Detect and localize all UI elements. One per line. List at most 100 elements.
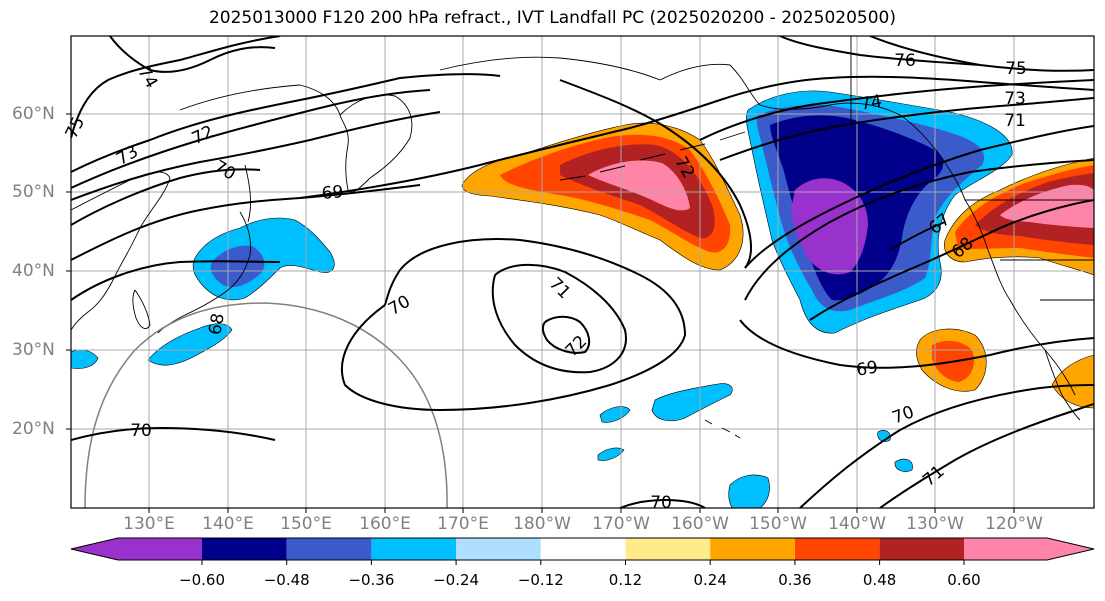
contour-line-74-nw	[109, 36, 276, 73]
contour-label-76-alaska: 76	[894, 51, 916, 71]
coastline-japan	[157, 211, 251, 334]
colorbar-high-extension	[964, 538, 1094, 560]
contour-line-73-w	[71, 73, 501, 173]
contour-line-69-japan	[71, 184, 421, 261]
contour-line-69-east	[739, 319, 1094, 369]
refractivity-contours	[71, 36, 1094, 508]
contour-line-70-east-south	[799, 384, 1094, 508]
contour-line-74-gulf	[699, 79, 1094, 141]
colorbar-tick-label: −0.48	[263, 571, 310, 589]
colorbar-swatch-3	[371, 538, 457, 560]
lon-label-150w: 150°W	[749, 514, 807, 534]
coastline-okhotsk	[179, 84, 341, 116]
lon-label-140w: 140°W	[828, 514, 886, 534]
contour-line-70-south	[619, 498, 706, 508]
coastline-aleutians	[559, 131, 746, 181]
contour-line-75-w	[71, 36, 281, 139]
colorbar-tick-label: 0.48	[862, 571, 897, 589]
negative-anomaly-hawaii-small-2	[597, 447, 625, 461]
colorbar-outline	[70, 537, 1095, 561]
contour-line-67-east	[889, 221, 946, 251]
lat-label-40n: 40°N	[12, 261, 55, 281]
contour-line-73-east	[719, 97, 1094, 161]
negative-anomaly-hawaii-small-1	[599, 406, 631, 423]
contour-line-68-east	[809, 199, 1094, 321]
lon-label-170w: 170°W	[592, 514, 650, 534]
coastline-hawaii	[704, 419, 741, 439]
colorbar-low-extension	[71, 538, 202, 560]
lon-label-160w: 160°W	[671, 514, 729, 534]
negative-anomaly-south-japan	[147, 323, 233, 366]
lon-label-140e: 140°E	[202, 514, 254, 534]
contour-line-72-w	[71, 89, 431, 189]
coastline-alaska	[659, 63, 966, 201]
colorbar-tick-label: −0.24	[433, 571, 480, 589]
contour-line-76-alaska	[779, 36, 981, 66]
contour-label-70-south: 70	[650, 493, 672, 513]
colorbar-swatch-7	[710, 538, 795, 560]
colorbar-tick-label: 0.24	[693, 571, 727, 589]
contour-label-68-japan: 68	[205, 312, 228, 337]
map-frame	[70, 35, 1095, 509]
colorbar-tick-label: −0.60	[179, 571, 225, 589]
lon-label-150e: 150°E	[280, 514, 332, 534]
colorbar-swatch-6	[625, 538, 711, 560]
contour-line-70-east	[744, 159, 1094, 301]
lon-label-130w: 130°W	[906, 514, 964, 534]
contour-line-70-southwest	[71, 426, 276, 441]
positive-anomaly-west-coast-max	[1000, 184, 1094, 228]
colorbar-swatch-5	[540, 538, 626, 560]
lon-label-120w: 120°W	[985, 514, 1043, 534]
negative-anomaly-small-east-2	[894, 458, 913, 472]
contour-label-69-east: 69	[855, 357, 880, 380]
contour-line-71-east	[744, 125, 1094, 269]
axis-ticks	[66, 113, 1015, 513]
positive-anomaly-north-pacific-max	[588, 160, 690, 211]
contour-line-70-japan	[71, 168, 261, 226]
contour-line-71-southeast	[879, 403, 1094, 508]
lon-label-170e: 170°E	[437, 514, 489, 534]
contour-label-71-east: 71	[1004, 111, 1026, 131]
shaded-anomalies	[71, 90, 1094, 508]
range-ring	[84, 302, 448, 508]
contour-line-75-alaska	[869, 36, 1094, 72]
negative-anomaly-japan-core	[210, 245, 265, 288]
coastline-chukotka	[439, 56, 661, 81]
contour-line-70-central	[340, 238, 687, 412]
lat-label-30n: 30°N	[12, 340, 55, 360]
contour-line-69-north-pacific	[299, 75, 1094, 199]
lon-label-130e: 130°E	[123, 514, 175, 534]
contour-label-74-gulf: 74	[859, 91, 884, 114]
contour-line-72-central	[541, 315, 591, 354]
contour-line-68-japan	[71, 260, 281, 301]
colorbar-tick-label: 0.60	[947, 571, 981, 589]
colorbar-tick-label: −0.12	[517, 571, 564, 589]
contour-line-71-w	[71, 111, 441, 201]
colorbar-tick-label: 0.36	[778, 571, 812, 589]
negative-anomaly-southeast	[728, 474, 770, 508]
lat-label-50n: 50°N	[12, 182, 55, 202]
negative-anomaly-gulf-of-alaska-max	[791, 178, 868, 275]
contour-line-72-aleutian	[559, 79, 752, 269]
lon-label-180w: 180°W	[513, 514, 571, 534]
coastline-kamchatka	[339, 94, 413, 193]
positive-anomaly-mexico	[1051, 354, 1094, 409]
contour-label-70-southwest: 70	[130, 421, 152, 441]
contour-label-69-north-pacific: 69	[321, 182, 344, 204]
coastline-west-coast	[964, 199, 1076, 396]
negative-anomaly-hawaii	[651, 383, 733, 422]
colorbar-tick-label: 0.12	[608, 571, 643, 589]
map-title: 2025013000 F120 200 hPa refract., IVT La…	[208, 8, 896, 28]
lon-label-160e: 160°E	[359, 514, 411, 534]
coastline-baja	[1044, 349, 1081, 421]
lat-label-60n: 60°N	[12, 104, 55, 124]
colorbar	[70, 537, 1095, 565]
colorbar-swatch-4	[456, 538, 541, 560]
colorbar-tick-label: −0.36	[348, 571, 395, 589]
colorbar-swatch-1	[202, 538, 287, 560]
colorbar-swatch-9	[879, 538, 964, 560]
lat-label-20n: 20°N	[12, 419, 55, 439]
contour-label-75-alaska: 75	[1005, 59, 1027, 79]
coastline-korea	[132, 289, 151, 329]
